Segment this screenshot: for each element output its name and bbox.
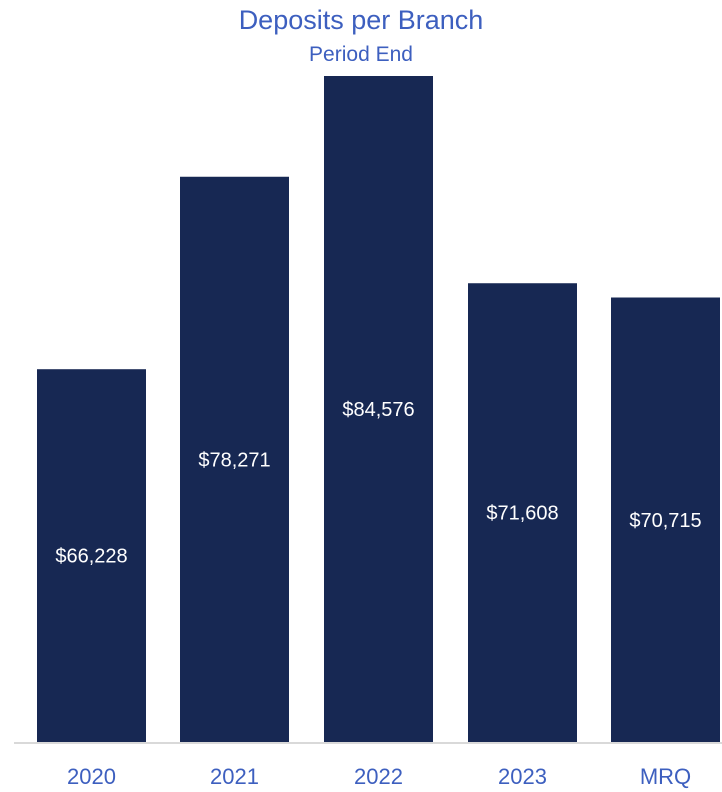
tick-label-2020: 2020: [67, 764, 116, 789]
value-label-2023: $71,608: [486, 503, 558, 525]
bar-2023: [468, 283, 577, 742]
value-label-mrq: $70,715: [629, 510, 701, 532]
bar-2021: [180, 176, 289, 743]
bar-mrq: [611, 297, 720, 742]
value-label-2020: $66,228: [55, 546, 127, 568]
tick-label-2022: 2022: [354, 764, 403, 789]
bar-2022: [324, 76, 433, 742]
value-label-2021: $78,271: [198, 449, 270, 471]
chart-title: Deposits per Branch: [238, 5, 484, 35]
value-label-2022: $84,576: [342, 399, 414, 421]
tick-label-2021: 2021: [210, 764, 259, 789]
chart-subtitle: Period End: [309, 43, 413, 66]
bar-2020: [37, 369, 146, 742]
tick-label-2023: 2023: [498, 764, 547, 789]
tick-label-mrq: MRQ: [640, 764, 691, 789]
